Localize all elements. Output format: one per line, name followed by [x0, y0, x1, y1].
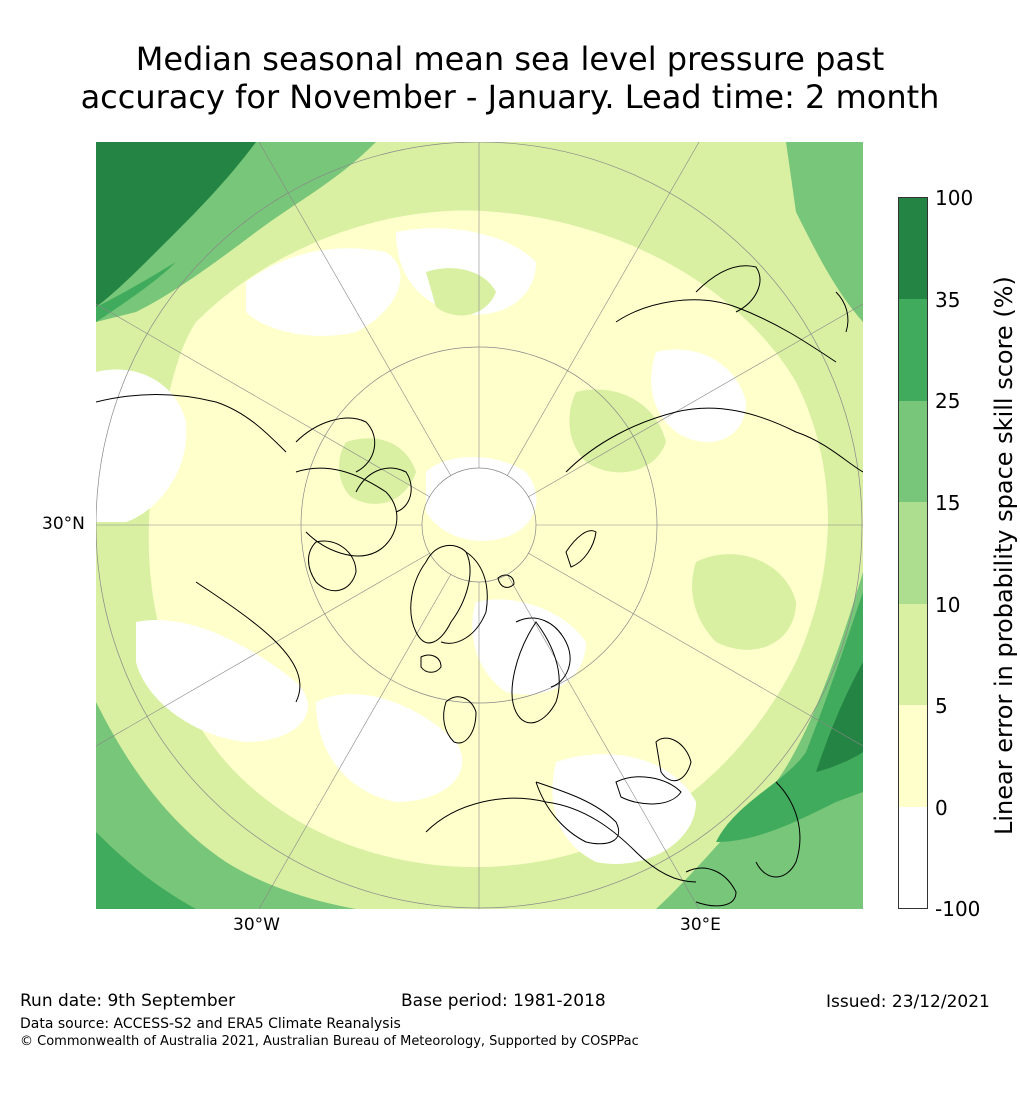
colorbar-segment-0-5 — [899, 705, 927, 807]
colorbar-segment-5-10 — [899, 603, 927, 706]
coast-novaya-zemlya — [565, 530, 597, 568]
coast-hudson — [308, 540, 357, 592]
coast-alaska — [295, 417, 376, 473]
coast-kamchatka — [695, 265, 761, 313]
colorbar-tick-5: 5 — [935, 694, 948, 718]
meridian-120w — [96, 552, 431, 747]
colorbar-segment-10-15 — [899, 502, 927, 604]
lon-label-30w: 30°W — [233, 915, 280, 935]
coast-arabia — [685, 867, 737, 907]
skill-region-none-7 — [472, 599, 586, 695]
run-date: Run date: 9th September — [20, 991, 236, 1011]
data-source: Data source: ACCESS-S2 and ERA5 Climate … — [20, 1016, 401, 1032]
coast-mediterranean — [535, 781, 619, 845]
colorbar-tick-10: 10 — [935, 593, 961, 617]
coast-british-isles — [443, 696, 477, 744]
meridian-150e — [506, 573, 700, 909]
skill-region-se-mid — [716, 592, 863, 842]
colorbar-label: Linear error in probability space skill … — [990, 276, 1018, 835]
colorbar-tick-0: 0 — [935, 796, 948, 820]
coastlines — [96, 265, 863, 907]
meridian-30w — [258, 142, 452, 477]
skill-region-none-4 — [426, 457, 537, 541]
skill-region-se-green — [656, 572, 863, 909]
skill-region-none-5 — [136, 620, 308, 742]
colorbar-segment-35-100 — [899, 198, 927, 300]
skill-region-nw-dark — [96, 142, 256, 307]
meridian-120e — [527, 552, 863, 747]
map-svg — [96, 142, 863, 909]
skill-region-sw-dark — [96, 832, 196, 909]
title-line-1: Median seasonal mean sea level pressure … — [135, 40, 885, 78]
colorbar-tick-15: 15 — [935, 491, 961, 515]
skill-region-none-6 — [316, 694, 463, 802]
coast-caspian — [655, 737, 692, 782]
issued-date: Issued: 23/12/2021 — [826, 992, 990, 1012]
meridian-60w — [96, 303, 431, 498]
polar-map — [96, 142, 863, 909]
colorbar-tick-100: 100 — [935, 186, 974, 210]
skill-region-none-8 — [552, 754, 696, 864]
colorbar-segment-15-25 — [899, 400, 927, 503]
coast-europe-south — [425, 797, 697, 883]
meridian-30e — [506, 142, 700, 477]
coast-europe-north — [515, 617, 571, 688]
coast-canada — [295, 467, 398, 557]
coast-north-america-east — [195, 581, 301, 703]
meridian-150w — [258, 573, 452, 909]
coast-greenland-east — [440, 551, 488, 644]
copyright: © Commonwealth of Australia 2021, Austra… — [20, 1034, 639, 1049]
lat-label-30n: 30°N — [42, 514, 85, 534]
colorbar-segment-neg100-0 — [899, 806, 927, 908]
skill-region-sw-green — [96, 702, 356, 909]
skill-region-mod-1 — [569, 389, 666, 473]
skill-region-mod-4 — [426, 268, 496, 316]
skill-region-nw-mid — [96, 262, 176, 322]
colorbar-segment-25-35 — [899, 299, 927, 401]
skill-region-ne-green — [786, 142, 863, 322]
coast-north-america-west — [96, 394, 287, 453]
coast-iceland — [420, 654, 442, 673]
title-line-2: accuracy for November - January. Lead ti… — [80, 78, 940, 116]
coast-greenland — [410, 544, 471, 644]
skill-region-mod-3 — [692, 554, 796, 650]
coast-east-siberia — [615, 299, 837, 363]
coast-svalbard — [497, 574, 515, 588]
skill-region-none-3 — [96, 369, 187, 522]
coast-canada-arctic — [355, 467, 412, 513]
coast-india — [755, 781, 801, 878]
colorbar-tick-35: 35 — [935, 288, 961, 312]
colorbar-tick-25: 25 — [935, 389, 961, 413]
coast-japan — [835, 291, 849, 333]
coast-black-sea — [615, 776, 682, 805]
base-period: Base period: 1981-2018 — [401, 991, 606, 1011]
meridian-60e — [527, 303, 863, 498]
colorbar-tick-neg100: -100 — [935, 897, 981, 921]
skill-region-se-dark — [816, 662, 863, 772]
lon-label-30e: 30°E — [680, 915, 721, 935]
coast-siberia — [565, 407, 863, 473]
skill-region-none-1 — [246, 248, 401, 336]
map-title: Median seasonal mean sea level pressure … — [0, 40, 1020, 116]
coast-scandinavia — [511, 621, 560, 724]
skill-region-none-9 — [651, 349, 746, 442]
colorbar — [898, 197, 928, 909]
meridian-lines — [96, 142, 863, 909]
